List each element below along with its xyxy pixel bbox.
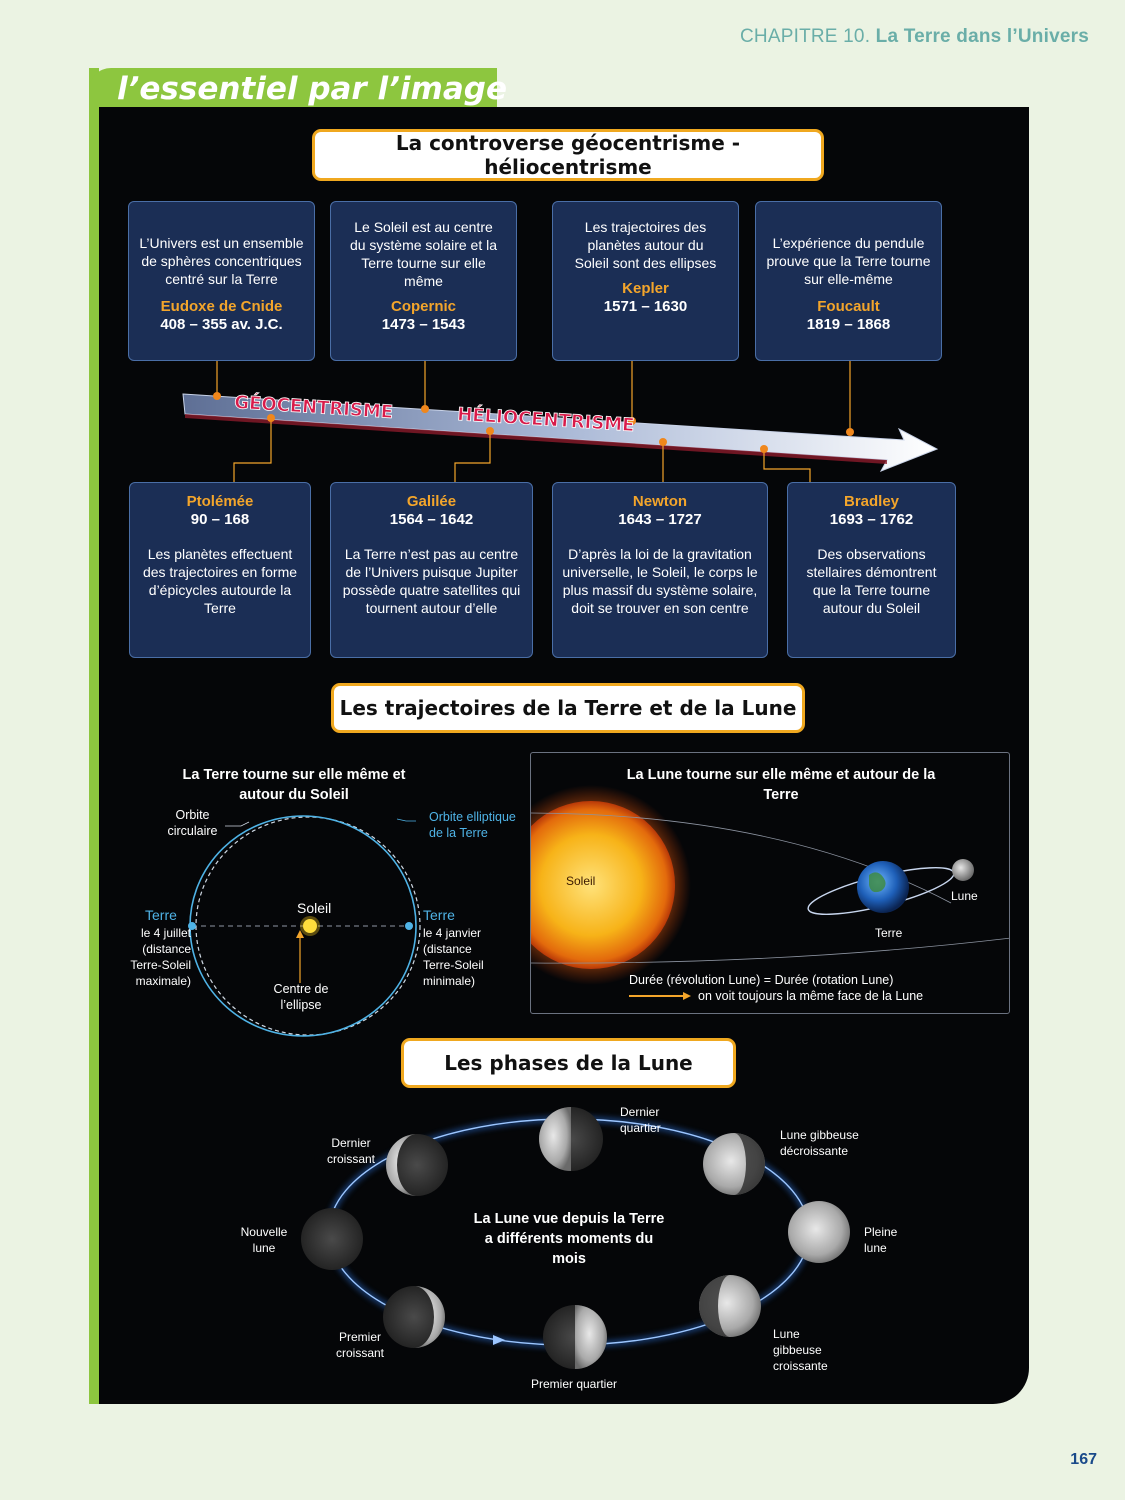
card-dates: 1643 – 1727 [618, 511, 702, 528]
card-kepler: Les trajectoires des planètes autour du … [552, 201, 739, 361]
card-desc: Les planètes effectuent des trajectoires… [142, 546, 298, 616]
moon-note-line1: Durée (révolution Lune) = Durée (rotatio… [629, 973, 894, 987]
card-name: Galilée [406, 493, 457, 510]
card-bradley: Bradley 1693 – 1762 Des observations ste… [787, 482, 956, 658]
phase-gibbeuse-croissante: Lune gibbeuse croissante [773, 1327, 828, 1373]
card-name: Kepler [622, 280, 669, 297]
card-dates: 1473 – 1543 [381, 316, 466, 333]
phase-pleine-lune: Pleine lune [864, 1225, 898, 1255]
earth-january-text: le 4 janvier (distance Terre-Soleil mini… [423, 926, 484, 988]
chapter-prefix: CHAPITRE 10. [740, 26, 876, 47]
card-copernic: Le Soleil est au centre du système solai… [330, 201, 517, 361]
card-desc: La Terre n’est pas au centre de l’Univer… [342, 546, 521, 616]
phase-nouvelle-lune: Nouvelle lune [240, 1225, 288, 1255]
card-desc: D’après la loi de la gravitation univers… [562, 546, 758, 616]
earth-label-photo: Terre [875, 926, 903, 940]
card-dates: 90 – 168 [190, 511, 250, 528]
ellipse-center-label: Centre de l’ellipse [273, 982, 329, 1012]
card-ptolemee: Ptolémée 90 – 168 Les planètes effectuen… [129, 482, 311, 658]
card-dates: 408 – 355 av. J.C. [160, 316, 283, 333]
phase-premier-croissant: Premier croissant [335, 1330, 385, 1360]
orbit-elliptic-label: Orbite elliptique de la Terre [429, 810, 516, 840]
card-name: Newton [632, 493, 688, 510]
sun-label: Soleil [297, 900, 332, 916]
moon-label-photo: Lune [951, 889, 978, 903]
card-newton: Newton 1643 – 1727 D’après la loi de la … [552, 482, 768, 658]
earth-july-title: Terre [145, 907, 177, 923]
chapter-header: CHAPITRE 10. La Terre dans l’Univers [740, 26, 1089, 48]
infographic-panel: La controverse géocentrisme - héliocentr… [99, 107, 1029, 1404]
card-desc: Le Soleil est au centre du système solai… [349, 219, 498, 289]
card-dates: 1571 – 1630 [603, 298, 688, 315]
tab-title: l’essentiel par l’image [117, 71, 507, 107]
card-name: Foucault [817, 298, 880, 315]
card-foucault: L’expérience du pendule prouve que la Te… [755, 201, 942, 361]
section-title-trajectories: Les trajectoires de la Terre et de la Lu… [331, 683, 805, 733]
moon-orbit-graphic [531, 785, 1009, 1000]
earth-july-text: le 4 juillet (distance Terre-Soleil maxi… [130, 926, 191, 988]
card-dates: 1819 – 1868 [806, 316, 891, 333]
earth-january-title: Terre [423, 907, 455, 923]
moon-orbit-heading: La Lune tourne sur elle même et autour d… [626, 767, 936, 803]
moon-orbit-diagram: La Lune tourne sur elle même et autour d… [530, 752, 1010, 1014]
moon-note-line2: on voit toujours la même face de la Lune [698, 989, 924, 1003]
chapter-title: La Terre dans l’Univers [875, 26, 1089, 47]
page-number: 167 [1070, 1451, 1097, 1468]
card-desc: Des observations stellaires démontrent q… [806, 546, 937, 616]
card-desc: Les trajectoires des planètes autour du … [574, 219, 717, 271]
card-name: Bradley [843, 493, 900, 510]
phase-dernier-quartier: Dernier quartier [620, 1105, 661, 1135]
card-name: Ptolémée [186, 493, 254, 510]
timeline-arrow-graphic: GÉOCENTRISME HÉLIOCENTRISME [182, 361, 939, 482]
card-name: Eudoxe de Cnide [160, 298, 283, 315]
sun-label-photo: Soleil [566, 874, 596, 888]
phases-center-text: La Lune vue depuis la Terre a différents… [473, 1211, 665, 1267]
section-title-phases: Les phases de la Lune [401, 1038, 736, 1088]
card-dates: 1693 – 1762 [829, 511, 914, 528]
earth-orbit-heading: La Terre tourne sur elle même et autour … [182, 767, 406, 803]
card-eudoxe: L’Univers est un ensemble de sphères con… [128, 201, 315, 361]
card-name: Copernic [390, 298, 456, 315]
title-tab [89, 68, 497, 110]
card-desc: L’Univers est un ensemble de sphères con… [139, 235, 304, 287]
card-desc: L’expérience du pendule prouve que la Te… [766, 235, 931, 287]
section-title-controversy: La controverse géocentrisme - héliocentr… [312, 129, 824, 181]
green-side-bar [89, 68, 99, 1404]
phase-dernier-croissant: Dernier croissant [326, 1136, 376, 1166]
phase-gibbeuse-decroissante: Lune gibbeuse décroissante [780, 1128, 859, 1158]
orbit-circular-label: Orbite circulaire [167, 808, 218, 838]
phase-premier-quartier: Premier quartier [530, 1377, 618, 1391]
card-dates: 1564 – 1642 [389, 511, 474, 528]
card-galilee: Galilée 1564 – 1642 La Terre n’est pas a… [330, 482, 533, 658]
